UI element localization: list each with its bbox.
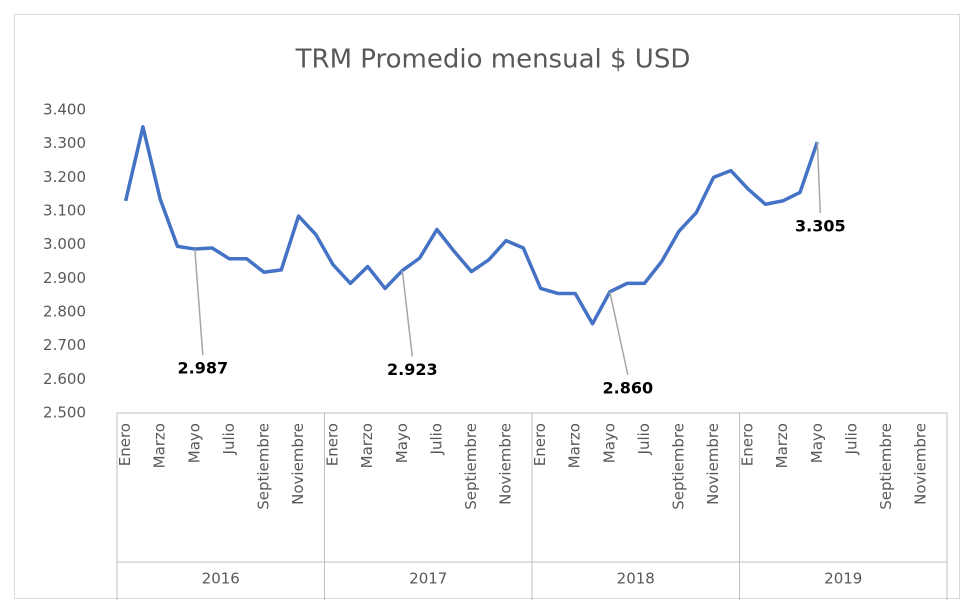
- leader-line: [194, 248, 204, 356]
- leader-line: [609, 291, 629, 375]
- x-tick-label: Mayo: [185, 423, 203, 463]
- x-tick-label: Enero: [739, 423, 757, 466]
- x-tick-label: Septiembre: [877, 423, 895, 510]
- x-tick-label: Marzo: [358, 423, 376, 468]
- leader-line: [401, 270, 414, 357]
- series-line: [123, 125, 819, 326]
- leader-line: [816, 141, 822, 214]
- x-tick-label: Mayo: [808, 423, 826, 463]
- group-label: 2017: [409, 570, 447, 588]
- y-tick-label: 3.400: [43, 101, 86, 119]
- x-tick-label: Enero: [116, 423, 134, 466]
- data-label: 3.305: [795, 216, 846, 235]
- x-tick-label: Septiembre: [254, 423, 272, 510]
- x-tick-label: Septiembre: [669, 423, 687, 510]
- x-tick-label: Noviembre: [912, 423, 930, 505]
- y-tick-label: 2.900: [43, 269, 86, 287]
- x-tick-label: Julio: [842, 423, 860, 455]
- x-tick-label: Marzo: [566, 423, 584, 468]
- group-label: 2016: [202, 570, 240, 588]
- data-label: 2.987: [178, 359, 229, 378]
- x-tick-label: Mayo: [600, 423, 618, 463]
- data-label: 2.860: [603, 378, 654, 397]
- x-tick-label: Enero: [531, 423, 549, 466]
- x-tick-label: Mayo: [393, 423, 411, 463]
- x-tick-label: Marzo: [151, 423, 169, 468]
- chart-border: [14, 14, 960, 599]
- y-tick-label: 3.100: [43, 202, 86, 220]
- x-tick-label: Julio: [635, 423, 653, 455]
- x-tick-label: Noviembre: [497, 423, 515, 505]
- x-tick-label: Noviembre: [289, 423, 307, 505]
- x-tick-label: Julio: [220, 423, 238, 455]
- chart-title: TRM Promedio mensual $ USD: [295, 45, 691, 75]
- x-tick-label: Noviembre: [704, 423, 722, 505]
- y-tick-label: 2.500: [43, 404, 86, 422]
- y-tick-label: 3.000: [43, 235, 86, 253]
- x-tick-label: Enero: [324, 423, 342, 466]
- x-tick-label: Septiembre: [462, 423, 480, 510]
- y-tick-label: 3.200: [43, 168, 86, 186]
- y-tick-label: 2.600: [43, 370, 86, 388]
- y-tick-label: 2.800: [43, 303, 86, 321]
- group-label: 2018: [617, 570, 655, 588]
- group-label: 2019: [824, 570, 862, 588]
- y-tick-label: 2.700: [43, 336, 86, 354]
- data-label: 2.923: [387, 360, 438, 379]
- y-tick-label: 3.300: [43, 134, 86, 152]
- x-tick-label: Marzo: [773, 423, 791, 468]
- x-tick-label: Julio: [427, 423, 445, 455]
